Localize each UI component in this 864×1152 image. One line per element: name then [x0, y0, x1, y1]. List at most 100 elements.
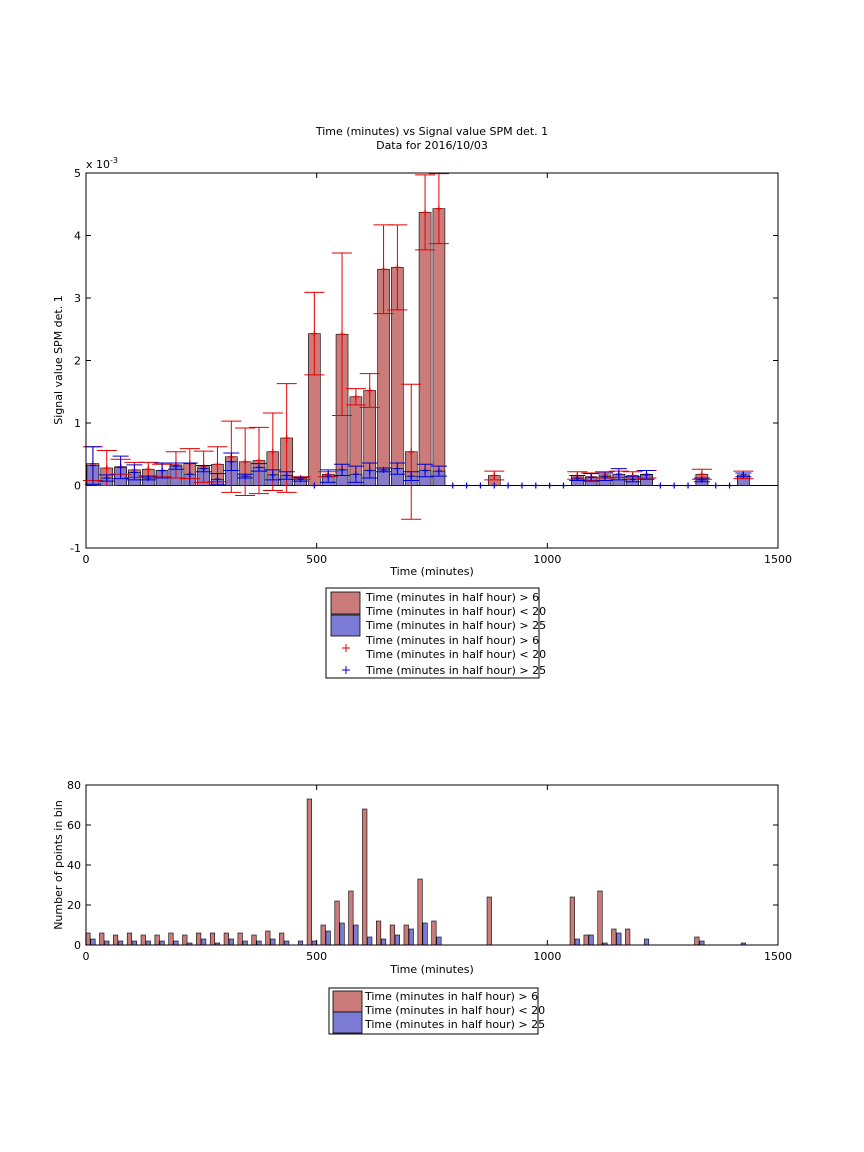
count-bar-blue [242, 940, 248, 946]
count-bar-blue [118, 940, 124, 946]
c1-error-bars [82, 173, 754, 520]
legend-marker-red [342, 644, 350, 652]
legend-label: Time (minutes in half hour) > 25 [364, 1018, 545, 1031]
y-tick-label: 0 [74, 480, 81, 493]
signal-bar-red [418, 212, 432, 486]
count-bar-blue [256, 940, 262, 946]
count-bar-blue [339, 922, 345, 946]
count-bar-red [320, 924, 326, 946]
x-tick-label: 1000 [533, 950, 561, 963]
count-bar-blue [228, 938, 234, 946]
count-bar-red [694, 936, 700, 946]
count-bar-blue [311, 940, 317, 946]
y-tick-label: 4 [74, 230, 81, 243]
y-tick-label: 20 [67, 899, 81, 912]
count-bar-blue [284, 940, 290, 946]
count-bar-red [237, 932, 243, 946]
count-bar-red [625, 928, 631, 946]
y-tick-label: 3 [74, 292, 81, 305]
svg-text:x 10-3: x 10-3 [86, 156, 118, 171]
count-bar-blue [131, 940, 137, 946]
legend-swatch-blue-bar [332, 1011, 363, 1034]
count-bar-red [597, 890, 603, 946]
x-tick-label: 0 [83, 950, 90, 963]
count-bar-blue [90, 938, 96, 946]
count-bar-red [611, 928, 617, 946]
legend-swatch-red-bar [330, 591, 361, 615]
legend-label: Time (minutes in half hour) < 20 [365, 605, 546, 618]
legend-label: Time (minutes in half hour) > 25 [365, 619, 546, 632]
legend-label: Time (minutes in half hour) < 20 [364, 1004, 545, 1017]
count-bar-blue [616, 932, 622, 946]
count-bar-red [306, 798, 312, 946]
count-bar-blue [588, 934, 594, 946]
count-bar-red [182, 934, 188, 946]
count-bar-red [265, 930, 271, 946]
count-bar-blue [574, 938, 580, 946]
count-bar-blue [643, 938, 650, 946]
legend-swatch-red-bar [332, 990, 363, 1013]
y-exponent-base: x 10 [86, 158, 110, 171]
count-bar-red [569, 896, 575, 946]
y-exponent-label: x 10-3 [86, 156, 118, 171]
legend-label: Time (minutes in half hour) < 20 [365, 648, 546, 661]
count-bar-blue [297, 940, 304, 946]
y-axis-label: Number of points in bin [52, 800, 65, 930]
legend-label: Time (minutes in half hour) > 6 [365, 634, 539, 647]
count-bar-red [403, 924, 409, 946]
count-bar-blue [325, 930, 331, 946]
legend-top: Time (minutes in half hour) > 6 Time (mi… [325, 587, 546, 679]
count-bar-blue [381, 938, 387, 946]
count-bar-red [279, 932, 285, 946]
count-bar-red [168, 932, 174, 946]
x-tick-label: 1000 [533, 553, 561, 566]
chart-title: Time (minutes) vs Signal value SPM det. … [315, 125, 548, 138]
signal-chart: Time (minutes) vs Signal value SPM det. … [52, 125, 792, 578]
x-axis-label: Time (minutes) [389, 565, 474, 578]
count-bar-blue [436, 936, 442, 946]
x-tick-label: 1500 [764, 950, 792, 963]
count-bar-blue [367, 936, 373, 946]
y-tick-label: 1 [74, 417, 81, 430]
count-bar-red [223, 932, 229, 946]
legend-label: Time (minutes in half hour) > 6 [365, 591, 539, 604]
count-bar-red [209, 932, 216, 946]
chart-subtitle: Data for 2016/10/03 [376, 139, 488, 152]
count-bar-blue [104, 940, 110, 946]
count-bar-red [113, 934, 119, 946]
x-tick-label: 0 [83, 553, 90, 566]
x-tick-label: 500 [306, 553, 327, 566]
y-tick-label: 5 [74, 167, 81, 180]
count-bar-red [140, 934, 146, 946]
y-tick-label: 80 [67, 779, 81, 792]
count-bar-red [486, 896, 492, 946]
legend-label: Time (minutes in half hour) > 25 [365, 664, 546, 677]
c2-bars [85, 798, 746, 946]
legend-label: Time (minutes in half hour) > 6 [364, 990, 538, 1003]
count-bar-red [251, 934, 257, 946]
count-bar-red [334, 900, 340, 946]
count-bar-blue [201, 938, 207, 946]
y-tick-label: -1 [70, 542, 81, 555]
x-tick-label: 1500 [764, 553, 792, 566]
count-bar-red [154, 934, 160, 946]
legend-frame [328, 987, 539, 1035]
x-tick-label: 500 [306, 950, 327, 963]
c2-axis-ticks: 0 500 1000 1500 0 20 40 60 80 [67, 779, 792, 963]
count-bar-red [362, 808, 368, 946]
count-bar-blue [159, 940, 165, 946]
count-bar-blue [145, 940, 151, 946]
count-bar-blue [394, 934, 400, 946]
count-bar-blue [699, 940, 705, 946]
plot-frame [85, 172, 779, 549]
count-chart: 0 500 1000 1500 0 20 40 60 80 Time (minutes) Num… [52, 779, 792, 976]
count-bar-blue [353, 924, 359, 946]
count-bar-red [417, 878, 423, 946]
count-bar-blue [408, 928, 414, 946]
legend-swatch-blue-bar [330, 614, 361, 637]
count-bar-red [99, 932, 105, 946]
y-axis-label: Signal value SPM det. 1 [52, 295, 65, 425]
y-exponent-power: -3 [110, 156, 118, 165]
